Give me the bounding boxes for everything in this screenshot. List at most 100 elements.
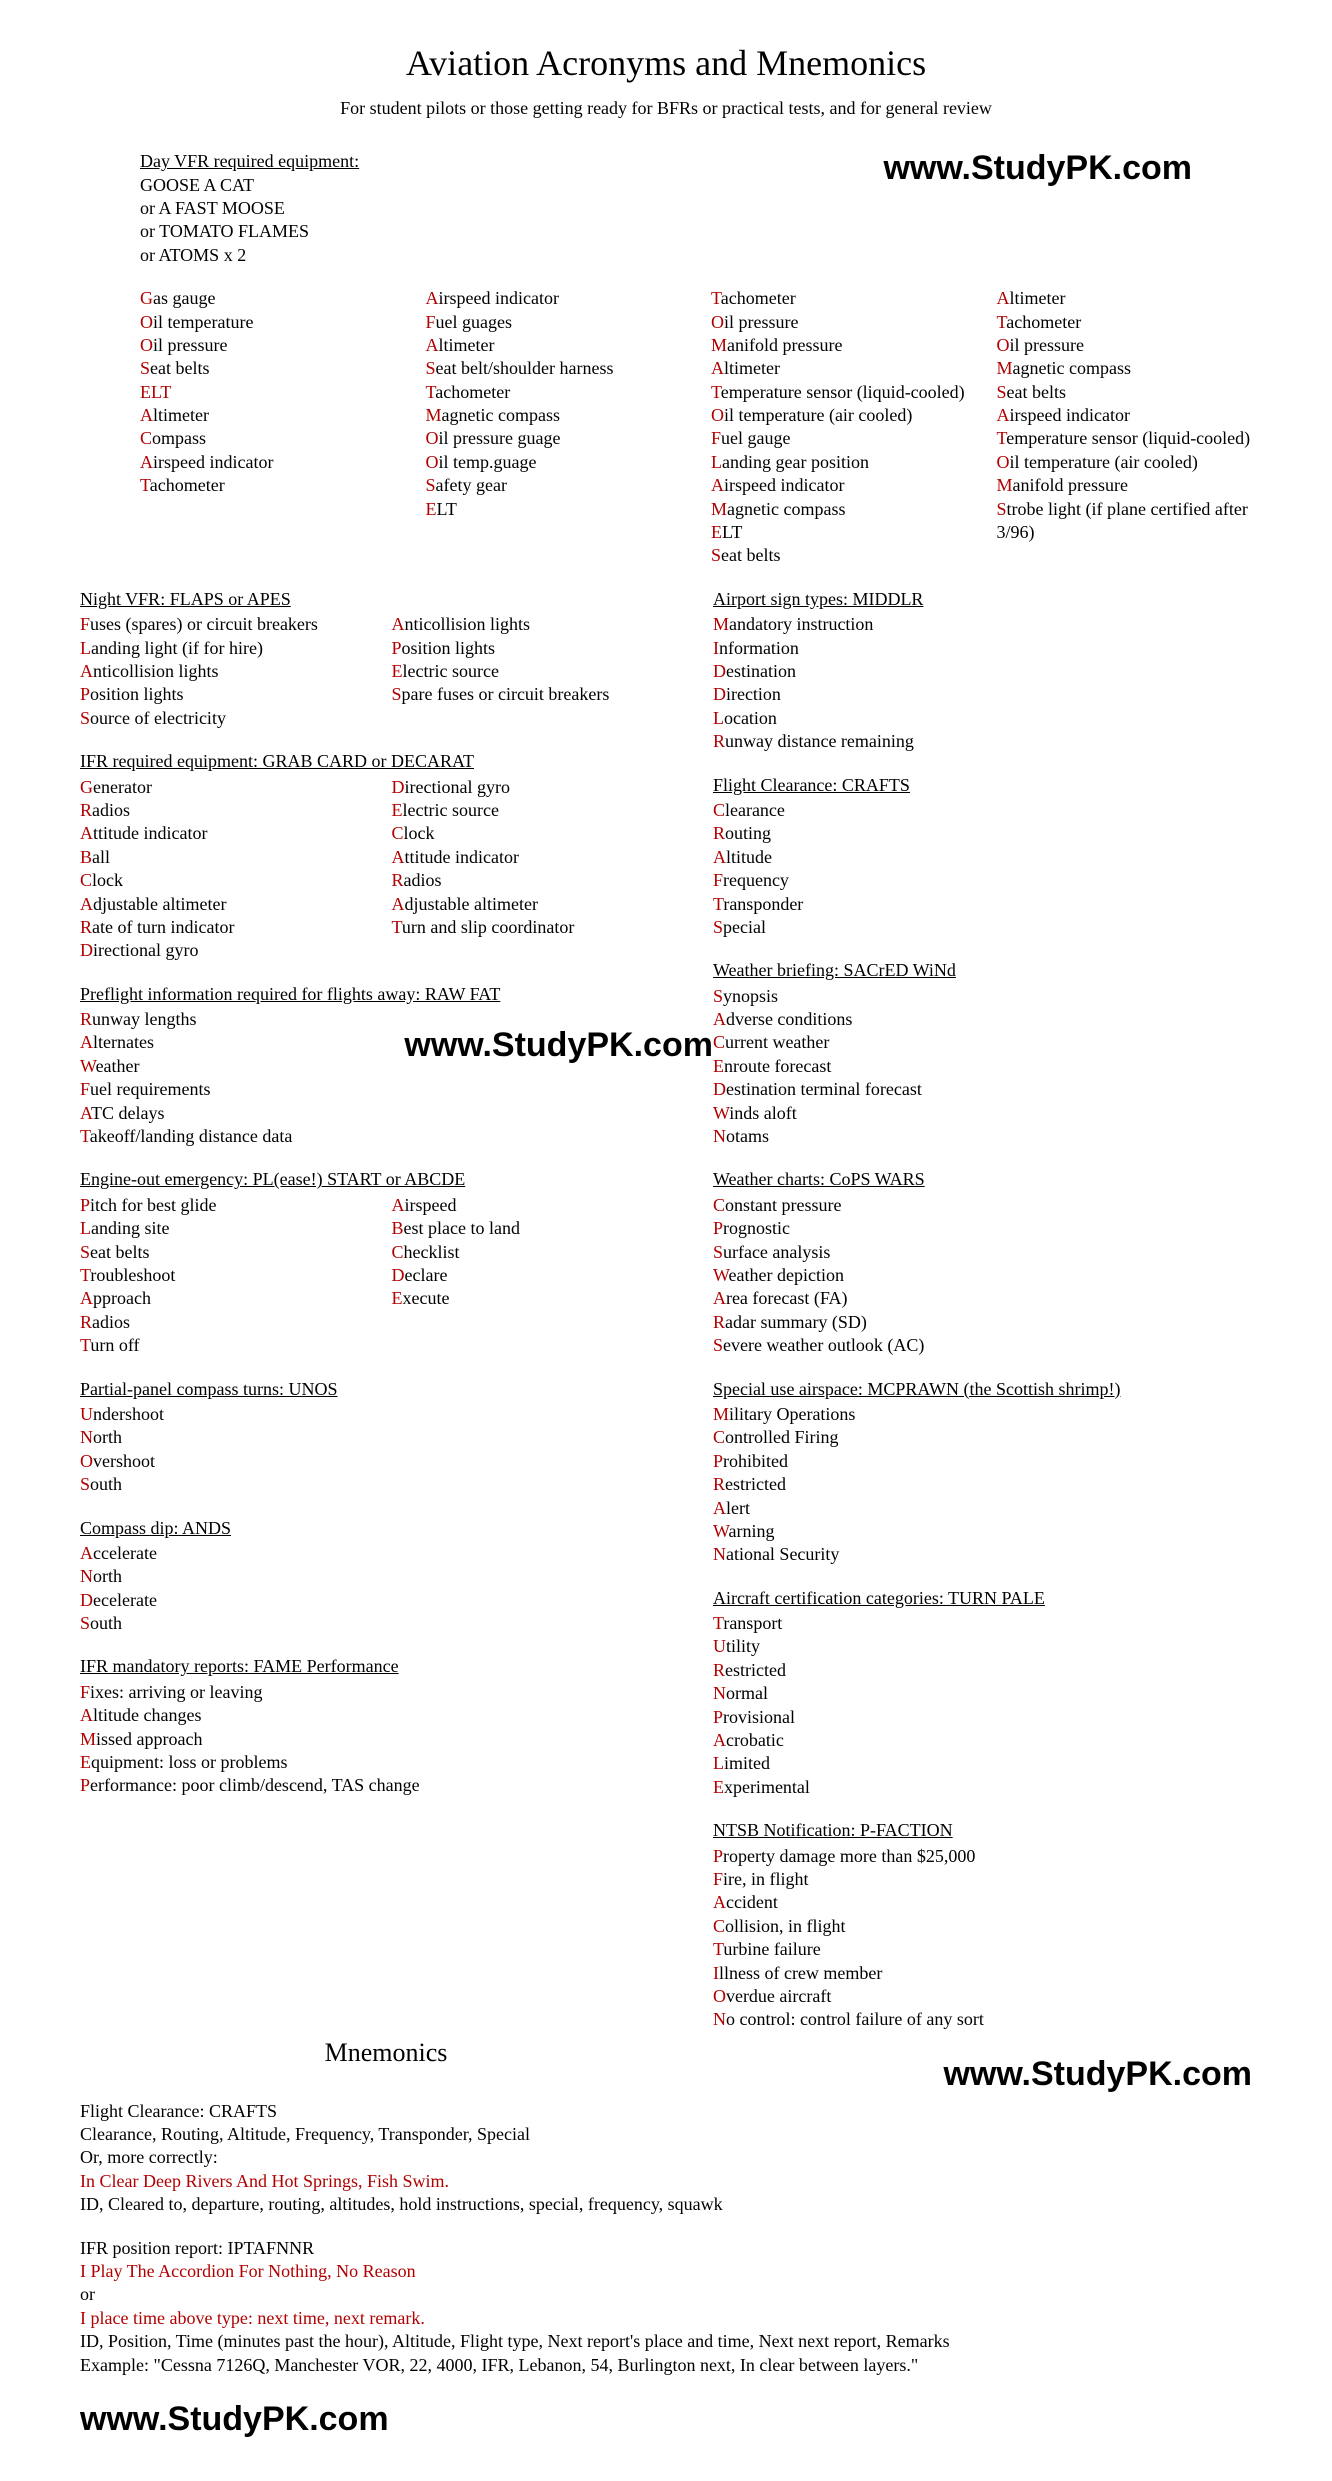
acronym-initial: W — [80, 1056, 96, 1076]
acronym-rest: ndershoot — [93, 1404, 164, 1424]
acronym-rest: itch for best glide — [90, 1195, 216, 1215]
acronym-rest: agnetic compass — [1013, 358, 1131, 378]
acronym-initial: P — [713, 1846, 723, 1866]
acronym-item: Directional gyro — [80, 939, 361, 962]
acronym-rest: ource of electricity — [90, 708, 226, 728]
acronym-item: Takeoff/landing distance data — [80, 1125, 673, 1148]
acronym-item: Tachometer — [711, 287, 967, 310]
acronym-rest: emperature sensor (liquid-cooled) — [1006, 428, 1250, 448]
sacred-block: Weather briefing: SACrED WiNd SynopsisAd… — [713, 959, 1252, 1148]
acronym-rest: llness of crew member — [719, 1963, 882, 1983]
acronym-item: Enroute forecast — [713, 1055, 1252, 1078]
acronym-initial: W — [713, 1103, 729, 1123]
acronym-item: Transponder — [713, 893, 1252, 916]
acronym-item: Tachometer — [426, 381, 682, 404]
acronym-rest: eather — [96, 1056, 140, 1076]
acronym-rest: ltimeter — [439, 335, 495, 355]
acronym-item: Adjustable altimeter — [391, 893, 672, 916]
acronym-initial: ELT — [140, 382, 171, 402]
acronym-item: Mandatory instruction — [713, 613, 1252, 636]
acronym-item: Fuses (spares) or circuit breakers — [80, 613, 361, 636]
mnem2-l6: Example: "Cessna 7126Q, Manchester VOR, … — [80, 2354, 1252, 2377]
acronym-initial: T — [426, 382, 436, 402]
acronym-item: Oil pressure — [140, 334, 396, 357]
acronym-rest: urn off — [90, 1335, 139, 1355]
acronym-initial: B — [80, 847, 92, 867]
acronym-initial: O — [997, 335, 1010, 355]
acronym-initial: S — [711, 545, 721, 565]
pfaction-title: NTSB Notification: P-FACTION — [713, 1819, 1252, 1842]
acronym-initial: S — [713, 1335, 723, 1355]
unos-list: UndershootNorthOvershootSouth — [80, 1403, 673, 1497]
acronym-item: Execute — [391, 1287, 672, 1310]
crafts-block: Flight Clearance: CRAFTS ClearanceRoutin… — [713, 774, 1252, 940]
acronym-item: Prohibited — [713, 1450, 1252, 1473]
acronym-item: Radios — [80, 799, 361, 822]
acronym-rest: anding site — [91, 1218, 170, 1238]
ands-title: Compass dip: ANDS — [80, 1517, 673, 1540]
flaps-list: Fuses (spares) or circuit breakersLandin… — [80, 613, 361, 730]
acronym-rest: ocation — [724, 708, 777, 728]
fame-block: IFR mandatory reports: FAME Performance … — [80, 1655, 673, 1797]
acronym-item: Seat belts — [140, 357, 396, 380]
acronym-item: Landing site — [80, 1217, 361, 1240]
acronym-initial: A — [997, 405, 1010, 425]
acronym-initial: E — [713, 1777, 724, 1797]
acronym-initial: A — [391, 614, 404, 634]
acronym-rest: lectric source — [402, 661, 498, 681]
mcprawn-title: Special use airspace: MCPRAWN (the Scott… — [713, 1378, 1252, 1401]
acronym-item: Landing gear position — [711, 451, 967, 474]
acronym-initial: A — [711, 358, 724, 378]
acronym-item: Attitude indicator — [391, 846, 672, 869]
acronym-rest: uel guages — [436, 312, 512, 332]
acronym-item: Best place to land — [391, 1217, 672, 1240]
acronym-initial: A — [713, 1498, 726, 1518]
acronym-item: Experimental — [713, 1776, 1252, 1799]
acronym-initial: C — [713, 1916, 725, 1936]
acronym-rest: adios — [404, 870, 442, 890]
pfaction-block: NTSB Notification: P-FACTION Property da… — [713, 1819, 1252, 2032]
acronym-rest: anding gear position — [722, 452, 869, 472]
acronym-item: Area forecast (FA) — [713, 1287, 1252, 1310]
acronym-rest: urface analysis — [723, 1242, 830, 1262]
acronym-initial: M — [997, 475, 1013, 495]
acronym-item: Acrobatic — [713, 1729, 1252, 1752]
col-goose-a-cat: Gas gaugeOil temperatureOil pressureSeat… — [140, 287, 396, 568]
acronym-initial: S — [426, 358, 436, 378]
acronym-initial: P — [713, 1451, 723, 1471]
acronym-item: Pitch for best glide — [80, 1194, 361, 1217]
ifreq-title: IFR required equipment: GRAB CARD or DEC… — [80, 750, 673, 773]
acronym-initial: N — [80, 1427, 93, 1447]
acronym-rest: djustable altimeter — [404, 894, 537, 914]
mnem2-l5: ID, Position, Time (minutes past the hou… — [80, 2330, 1252, 2353]
mnem2-l2: I Play The Accordion For Nothing, No Rea… — [80, 2260, 1252, 2283]
acronym-item: Source of electricity — [80, 707, 361, 730]
acronym-item: Military Operations — [713, 1403, 1252, 1426]
acronym-item: Position lights — [80, 683, 361, 706]
acronym-item: Airspeed indicator — [997, 404, 1253, 427]
acronym-item: Restricted — [713, 1473, 1252, 1496]
acronym-item: South — [80, 1612, 673, 1635]
mnem1-l4: In Clear Deep Rivers And Hot Springs, Fi… — [80, 2170, 1252, 2193]
acronym-item: Oil temperature (air cooled) — [997, 451, 1253, 474]
mnem1-l3: Or, more correctly: — [80, 2146, 1252, 2169]
acronym-item: Clock — [80, 869, 361, 892]
acronym-item: Altimeter — [140, 404, 396, 427]
acronym-rest: inds aloft — [729, 1103, 797, 1123]
acronym-rest: orth — [93, 1427, 122, 1447]
acronym-item: Clearance — [713, 799, 1252, 822]
acronym-initial: N — [80, 1566, 93, 1586]
acronym-initial: F — [426, 312, 436, 332]
acronym-initial: A — [80, 894, 93, 914]
acronym-initial: A — [80, 1288, 93, 1308]
acronym-initial: T — [997, 312, 1007, 332]
middlr-list: Mandatory instructionInformationDestinat… — [713, 613, 1252, 753]
acronym-initial: E — [391, 800, 402, 820]
acronym-initial: C — [391, 823, 403, 843]
acronym-rest: adar summary (SD) — [725, 1312, 867, 1332]
acronym-rest: eather depiction — [729, 1265, 844, 1285]
acronym-item: Fire, in flight — [713, 1868, 1252, 1891]
acronym-item: Anticollision lights — [80, 660, 361, 683]
acronym-rest: o control: control failure of any sort — [726, 2009, 984, 2029]
turnpale-block: Aircraft certification categories: TURN … — [713, 1587, 1252, 1800]
